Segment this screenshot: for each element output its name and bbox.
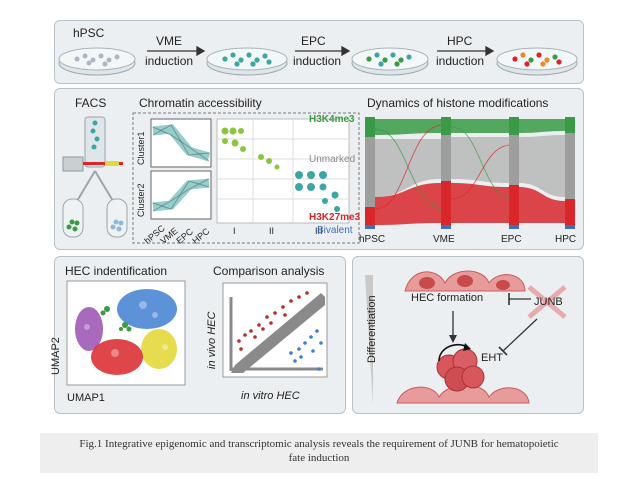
bivalent-label: Bivalent bbox=[317, 225, 353, 236]
histone-sankey bbox=[365, 117, 575, 229]
bottom-left-graphics bbox=[66, 280, 328, 386]
cluster1-plot bbox=[150, 118, 212, 168]
h3k27me3-label: H3K27me3 bbox=[309, 212, 361, 223]
umap-y-label: UMAP2 bbox=[50, 337, 62, 375]
junb-label: JUNB bbox=[534, 296, 563, 308]
facs-tube bbox=[62, 116, 128, 238]
comparison-y-label: in vivo HEC bbox=[206, 311, 218, 369]
roman-iii: III bbox=[315, 226, 323, 236]
arrow2-label-top: EPC bbox=[301, 34, 326, 48]
arrow3-label-top: HPC bbox=[447, 34, 473, 48]
dish-hpc bbox=[496, 47, 578, 76]
dish-epc bbox=[351, 47, 429, 76]
cluster1-label: Cluster1 bbox=[136, 131, 146, 165]
umap-x-label: UMAP1 bbox=[67, 392, 105, 404]
stage-label-hpsc: hPSC bbox=[73, 26, 105, 40]
h3k4me3-label: H3K4me3 bbox=[309, 114, 355, 125]
arrow3-label-bottom: induction bbox=[436, 54, 485, 68]
bottom-left-panel: HEC indentification Comparison analysis bbox=[50, 256, 346, 414]
hec-formation-label: HEC formation bbox=[411, 292, 484, 304]
middle-panel: FACS Chromatin accessibility Dynamics of… bbox=[54, 88, 584, 250]
accessibility-dot-matrix bbox=[216, 118, 350, 224]
histone-stage-epc: EPC bbox=[501, 234, 522, 245]
histone-stage-hpc: HPC bbox=[555, 234, 577, 245]
comparison-plot bbox=[222, 282, 328, 378]
caption-line-1: Fig.1 Integrative epigenomic and transcr… bbox=[79, 438, 559, 450]
histone-title: Dynamics of histone modifications bbox=[367, 96, 549, 110]
comparison-title: Comparison analysis bbox=[213, 264, 325, 278]
junb-crossed-icon bbox=[527, 285, 567, 319]
hec-formation-cells bbox=[404, 270, 526, 292]
figure-caption: Fig.1 Integrative epigenomic and transcr… bbox=[40, 433, 598, 473]
chromatin-title: Chromatin accessibility bbox=[139, 96, 262, 110]
caption-line-2: fate induction bbox=[288, 452, 350, 464]
histone-stage-vme: VME bbox=[433, 234, 455, 245]
dish-vme bbox=[206, 47, 288, 76]
comparison-x-label: in vitro HEC bbox=[241, 390, 300, 402]
unmarked-label: Unmarked bbox=[309, 154, 356, 165]
hec-title: HEC indentification bbox=[65, 264, 168, 278]
cluster2-label: Cluster2 bbox=[136, 183, 146, 217]
top-panel-graphics bbox=[58, 45, 578, 76]
facs-title: FACS bbox=[75, 96, 107, 110]
roman-i: I bbox=[233, 226, 236, 236]
arrow1-label-bottom: induction bbox=[145, 54, 194, 68]
arrow2-label-bottom: induction bbox=[293, 54, 342, 68]
dish-hpsc bbox=[58, 47, 136, 76]
umap-plot bbox=[66, 280, 186, 386]
chromatin-box bbox=[132, 112, 360, 244]
arrow1-label-top: VME bbox=[156, 34, 183, 48]
roman-ii: II bbox=[269, 226, 275, 236]
differentiation-label: Differentiation bbox=[366, 295, 378, 363]
middle-panel-graphics bbox=[62, 112, 575, 244]
bottom-right-panel: Differentiation HEC formation JUNB EHT bbox=[352, 256, 584, 414]
eht-cell-cluster bbox=[396, 343, 530, 404]
top-panel: hPSC VME induction EPC induction HPC ind… bbox=[54, 20, 584, 84]
bottom-right-graphics bbox=[365, 270, 567, 405]
eht-label: EHT bbox=[481, 352, 503, 364]
cluster2-plot bbox=[150, 170, 212, 220]
histone-stage-hpsc: hPSC bbox=[359, 234, 386, 245]
